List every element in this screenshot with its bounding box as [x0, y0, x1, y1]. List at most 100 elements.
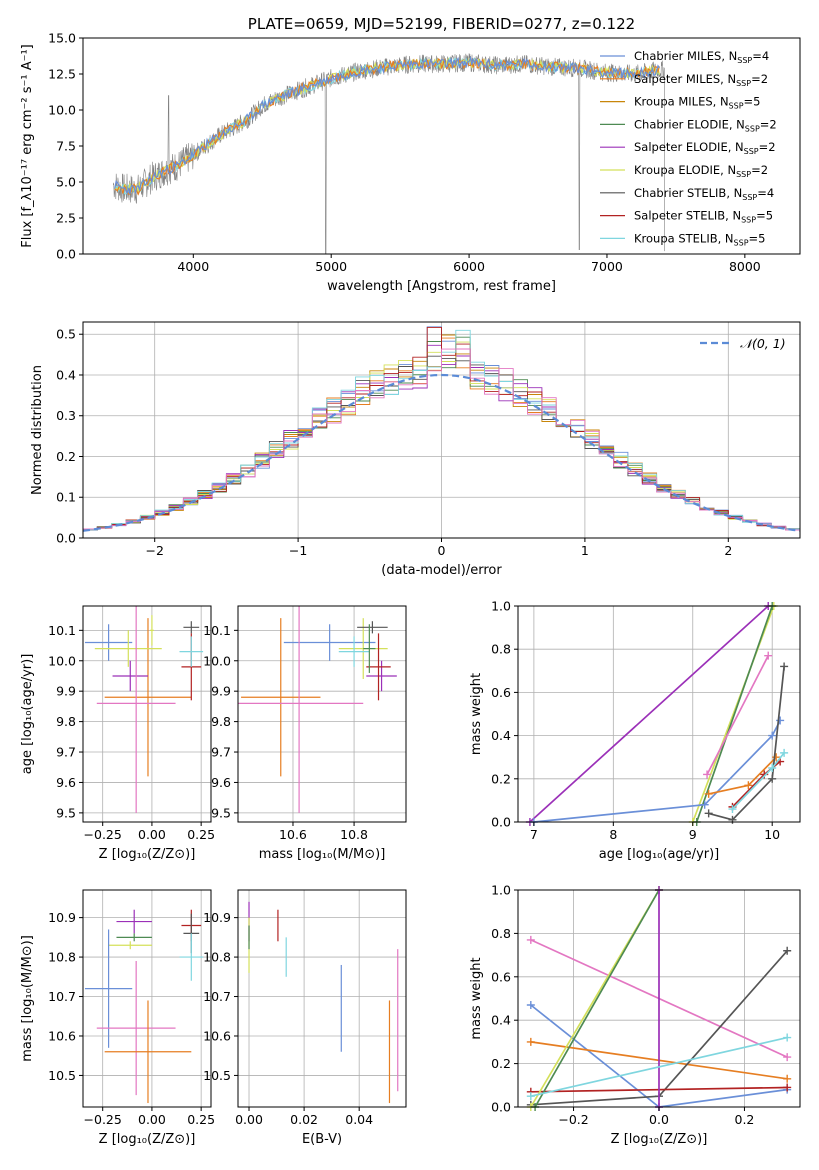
x-axis-label: wavelength [Angstrom, rest frame]	[327, 279, 556, 294]
legend-n: =2	[751, 72, 768, 86]
y-tick-label: 2.5	[56, 211, 76, 226]
frame-residuals: −2 −1 0 1 2 0.0 0.1 0.2 0.3 0.4 0.5 (data-model)/er…	[30, 321, 801, 578]
series-marker-chabrier_stelib	[783, 946, 792, 955]
y-tick-label: 10.7	[203, 989, 231, 1004]
series-marker-pink	[764, 651, 773, 660]
y-axis-label: age [log₁₀(age/yr)]	[20, 654, 35, 775]
axes-age_vs_z	[83, 606, 211, 822]
frame-weight_vs_age: 7 8 9 10 0.0 0.2 0.4 0.6 0.8 1.0 age [log₁₀(age/yr…	[469, 599, 801, 862]
legend-label: Salpeter MILES, NSSP=2	[634, 72, 768, 88]
plot-frame	[237, 889, 407, 1108]
series-marker-chabrier_stelib	[768, 774, 777, 783]
x-tick-label: 10.8	[340, 827, 368, 842]
x-axis-label: Z [log₁₀(Z/Z⊙)]	[611, 1132, 708, 1147]
y-tick-label: 10.6	[48, 1028, 76, 1043]
y-tick-label: 0.0	[56, 247, 76, 262]
y-tick-label: 10.8	[48, 950, 76, 965]
y-tick-label: 0.0	[56, 531, 76, 546]
y-tick-label: 0.1	[56, 490, 76, 505]
x-tick-label: 0.2	[735, 1112, 755, 1127]
y-tick-label: 0.0	[491, 815, 511, 830]
axes-age_vs_mass	[238, 606, 406, 822]
y-tick-label: 7.5	[56, 139, 76, 154]
x-tick-label: 0.0	[649, 1112, 669, 1127]
legend-label: 𝒩(0, 1)	[740, 336, 786, 351]
y-tick-label: 0.2	[56, 449, 76, 464]
series-marker-kroupa_stelib	[780, 748, 789, 757]
x-tick-label: 1	[581, 543, 589, 558]
legend: Chabrier MILES, NSSP=4 Salpeter MILES, NS…	[600, 49, 777, 247]
x-tick-label: 0.25	[187, 1112, 215, 1127]
legend-n: =5	[749, 231, 766, 245]
series-marker-chabrier_stelib	[704, 809, 713, 818]
plot-frame	[517, 605, 801, 823]
legend-sub: SSP	[736, 79, 751, 88]
frame-age_vs_mass: 10.6 10.8 9.5 9.6 9.7 9.8 9.9 10.0 10.1 mass [log…	[203, 605, 407, 862]
axes-weight_vs_z	[518, 886, 800, 1111]
legend-text: Salpeter ELODIE, N	[634, 140, 744, 154]
y-axis-label: mass weight	[469, 673, 484, 755]
series-marker-chabrier_miles	[768, 731, 777, 740]
y-tick-label: 10.0	[48, 653, 76, 668]
legend-n: =2	[751, 163, 768, 177]
model-spectrum-chabrier_miles	[114, 55, 660, 195]
series-marker-salpeter_miles	[704, 789, 713, 798]
y-tick-label: 15.0	[48, 31, 76, 46]
y-tick-label: 12.5	[48, 67, 76, 82]
y-tick-label: 9.6	[211, 775, 231, 790]
frame-spectrum: 4000 5000 6000 7000 8000 0.0 2.5 5.0 7.5 10.0 12.5…	[20, 31, 801, 294]
axes-mass_vs_z	[83, 890, 211, 1107]
plot-frame	[82, 889, 212, 1108]
legend-label: Salpeter STELIB, NSSP=5	[634, 209, 773, 225]
x-axis-label: (data-model)/error	[381, 563, 502, 578]
legend-text: Chabrier MILES, N	[634, 49, 737, 63]
x-tick-label: 5000	[315, 259, 347, 274]
y-tick-label: 10.5	[203, 1068, 231, 1083]
legend-n: =5	[756, 209, 773, 223]
series-marker-chabrier_stelib	[728, 815, 737, 824]
legend-text: Kroupa STELIB, N	[634, 231, 734, 245]
y-tick-label: 10.0	[48, 103, 76, 118]
legend-label: Kroupa STELIB, NSSP=5	[634, 231, 765, 247]
series-line-chabrier_miles	[533, 720, 781, 823]
legend-label: Salpeter ELODIE, NSSP=2	[634, 140, 776, 156]
series-marker-salpeter_stelib	[783, 1083, 792, 1092]
series-line-chabrier_stelib	[708, 666, 785, 821]
legend-label: Chabrier ELODIE, NSSP=2	[634, 117, 777, 133]
legend-sub: SSP	[737, 56, 752, 65]
x-tick-label: 9	[689, 827, 697, 842]
x-tick-label: 8000	[729, 259, 761, 274]
y-tick-label: 10.7	[48, 989, 76, 1004]
axes-residuals	[82, 322, 801, 539]
y-tick-label: 1.0	[491, 599, 511, 614]
series-marker-chabrier_miles	[526, 1001, 535, 1010]
x-tick-label: 8	[609, 827, 617, 842]
y-tick-label: 9.5	[56, 805, 76, 820]
x-axis-label: Z [log₁₀(Z/Z⊙)]	[99, 1132, 196, 1147]
series-line-chabrier_elodie	[695, 605, 774, 823]
legend-label: Chabrier STELIB, NSSP=4	[634, 186, 774, 202]
legend-text: Chabrier ELODIE, N	[634, 117, 745, 131]
y-tick-label: 0.4	[56, 367, 76, 382]
gaussian-curve	[82, 373, 801, 532]
legend-n: =2	[759, 140, 776, 154]
y-tick-label: 10.6	[203, 1028, 231, 1043]
legend-label: Chabrier MILES, NSSP=4	[634, 49, 769, 65]
y-tick-label: 9.9	[211, 684, 231, 699]
legend-text: Salpeter STELIB, N	[634, 209, 741, 223]
x-axis-label: mass [log₁₀(M/M⊙)]	[259, 847, 386, 862]
y-axis-label: mass [log₁₀(M/M⊙)]	[20, 935, 35, 1062]
x-tick-label: −0.25	[84, 1112, 122, 1127]
x-tick-label: 10.6	[279, 827, 307, 842]
legend-text: Chabrier STELIB, N	[634, 186, 742, 200]
legend-sub: SSP	[742, 193, 757, 202]
y-axis-label: mass weight	[469, 957, 484, 1039]
x-tick-label: 4000	[177, 259, 209, 274]
y-tick-label: 9.9	[56, 684, 76, 699]
series-line-salpeter_elodie	[529, 605, 769, 823]
series-marker-salpeter_miles	[744, 781, 753, 790]
x-tick-label: −0.2	[558, 1112, 588, 1127]
x-axis-label: Z [log₁₀(Z/Z⊙)]	[99, 847, 196, 862]
axes-mass_vs_ebv	[238, 890, 406, 1107]
